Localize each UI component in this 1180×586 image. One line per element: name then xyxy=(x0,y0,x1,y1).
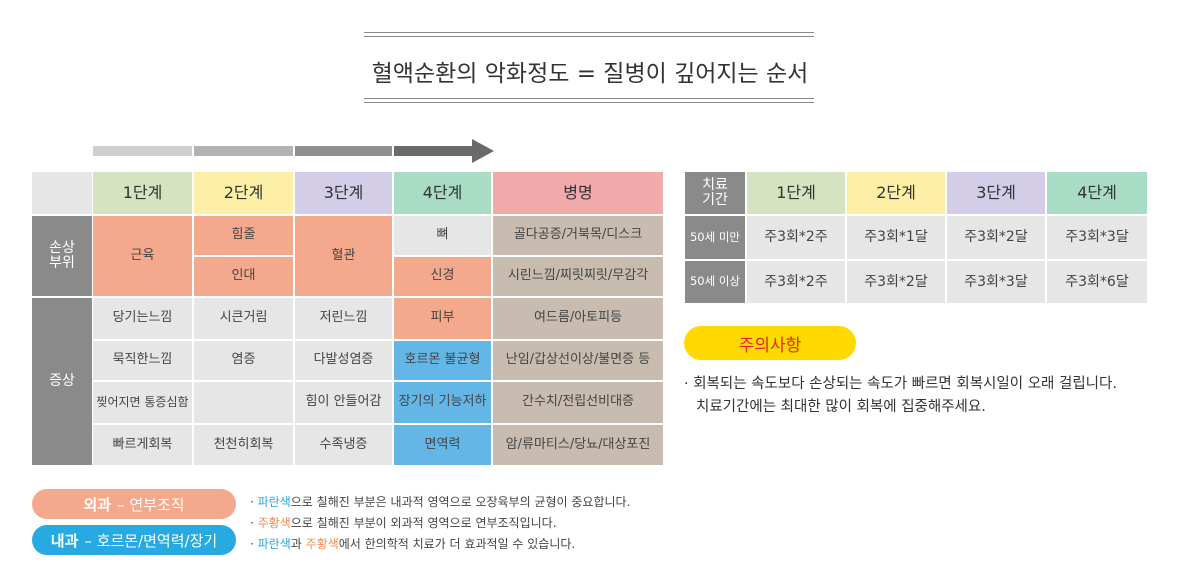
header-stage-4: 4단계 xyxy=(394,172,491,214)
row-label-over-50: 50세 이상 xyxy=(685,261,745,303)
progress-seg-1 xyxy=(93,146,192,156)
symptom-cell: 찢어지면 통증심함 xyxy=(93,382,192,423)
rt-header-stage-1: 1단계 xyxy=(747,172,845,214)
page-title: 혈액순환의 악화정도 = 질병이 깊어지는 순서 xyxy=(371,61,809,87)
progress-seg-2 xyxy=(194,146,293,156)
cell-ligament: 인대 xyxy=(194,257,293,296)
symptom-cell: 천천히회복 xyxy=(194,425,293,465)
disease-cell: 여드름/아토피등 xyxy=(493,298,663,339)
symptom-cell: 시큰거림 xyxy=(194,298,293,339)
progress-seg-3 xyxy=(295,146,392,156)
disease-cell: 난임/갑상선이상/불면증 등 xyxy=(493,341,663,380)
side-injury-site: 손상 부위 xyxy=(32,216,92,296)
cell-disease-nerve: 시린느낌/찌릿찌릿/무감각 xyxy=(493,257,663,296)
arrow-head-icon xyxy=(472,139,494,163)
title-rule-top-2 xyxy=(364,36,814,37)
symptom-cell: 피부 xyxy=(394,298,491,339)
legend-surgery-label: 외과 xyxy=(83,495,112,514)
symptom-cell: 저린느낌 xyxy=(295,298,392,339)
legend-note-1: · 파란색으로 칠해진 부분은 내과적 영역으로 오장육부의 균형이 중요합니다… xyxy=(250,492,630,513)
legend-surgery-pill: 외과 – 연부조직 xyxy=(32,489,236,519)
cell-nerve: 신경 xyxy=(394,257,491,296)
blue-word: 파란색 xyxy=(257,495,291,509)
symptom-cell: 빠르게회복 xyxy=(93,425,192,465)
rt-cell: 주3회*2주 xyxy=(747,216,845,259)
symptom-cell: 묵직한느낌 xyxy=(93,341,192,380)
title-rule-top xyxy=(364,32,814,33)
rt-cell: 주3회*3달 xyxy=(1047,216,1147,259)
rt-header-stage-3: 3단계 xyxy=(947,172,1045,214)
rt-cell: 주3회*2달 xyxy=(847,261,945,303)
header-stage-1: 1단계 xyxy=(93,172,192,214)
symptom-cell xyxy=(194,382,293,423)
symptom-cell: 힘이 안들어감 xyxy=(295,382,392,423)
disease-cell: 암/류마티스/당뇨/대상포진 xyxy=(493,425,663,465)
rt-header-stage-2: 2단계 xyxy=(847,172,945,214)
legend-note-3: · 파란색과 주황색에서 한의학적 치료가 더 효과적일 수 있습니다. xyxy=(250,534,630,555)
cell-disease-bone: 골다공증/거북목/디스크 xyxy=(493,216,663,255)
legend-note-2: · 주황색으로 칠해진 부분이 외과적 영역으로 연부조직입니다. xyxy=(250,513,630,534)
notice-line-1: · 회복되는 속도보다 손상되는 속도가 빠르면 회복시일이 오래 걸립니다. xyxy=(684,376,1117,392)
symptom-cell: 장기의 기능저하 xyxy=(394,382,491,423)
rt-cell: 주3회*6달 xyxy=(1047,261,1147,303)
bullet: · xyxy=(250,516,258,530)
symptom-cell: 면역력 xyxy=(394,425,491,465)
rt-header-stage-4: 4단계 xyxy=(1047,172,1147,214)
progress-seg-4 xyxy=(394,146,474,156)
title-rule-bottom-2 xyxy=(364,102,814,103)
header-stage-3: 3단계 xyxy=(295,172,392,214)
notice-badge: 주의사항 xyxy=(684,326,856,360)
symptom-cell: 수족냉증 xyxy=(295,425,392,465)
side-symptom: 증상 xyxy=(32,298,92,465)
row-label-under-50: 50세 미만 xyxy=(685,216,745,259)
note-text: 과 xyxy=(290,537,306,551)
bullet: · xyxy=(250,537,258,551)
note-text: 에서 한의학적 치료가 더 효과적일 수 있습니다. xyxy=(338,537,576,551)
symptom-cell: 다발성염증 xyxy=(295,341,392,380)
header-corner xyxy=(32,172,92,214)
note-text: 으로 칠해진 부분은 내과적 영역으로 오장육부의 균형이 중요합니다. xyxy=(290,495,631,509)
bullet: · xyxy=(250,495,258,509)
blue-word: 파란색 xyxy=(257,537,291,551)
header-treatment-period: 치료 기간 xyxy=(685,172,745,214)
symptom-cell: 당기는느낌 xyxy=(93,298,192,339)
rt-cell: 주3회*1달 xyxy=(847,216,945,259)
cell-tendon: 힘줄 xyxy=(194,216,293,255)
title-rule-bottom xyxy=(364,98,814,99)
notice-text: · 회복되는 속도보다 손상되는 속도가 빠르면 회복시일이 오래 걸립니다. … xyxy=(684,373,1117,419)
legend-internal-desc: – 호르몬/면역력/장기 xyxy=(84,531,218,550)
disease-cell: 간수치/전립선비대증 xyxy=(493,382,663,423)
legend-internal-label: 내과 xyxy=(50,531,79,550)
cell-muscle: 근육 xyxy=(93,216,192,296)
rt-cell: 주3회*3달 xyxy=(947,261,1045,303)
header-stage-2: 2단계 xyxy=(194,172,293,214)
rt-cell: 주3회*2주 xyxy=(747,261,845,303)
symptom-cell: 호르몬 불균형 xyxy=(394,341,491,380)
rt-cell: 주3회*2달 xyxy=(947,216,1045,259)
orange-word: 주황색 xyxy=(257,516,291,530)
notice-line-2: 치료기간에는 최대한 많이 회복에 집중해주세요. xyxy=(696,399,986,415)
legend-surgery-desc: – 연부조직 xyxy=(117,495,185,514)
cell-vessel: 혈관 xyxy=(295,216,392,296)
orange-word: 주황색 xyxy=(305,537,339,551)
header-disease: 병명 xyxy=(493,172,663,214)
legend-notes: · 파란색으로 칠해진 부분은 내과적 영역으로 오장육부의 균형이 중요합니다… xyxy=(250,492,630,555)
symptom-cell: 염증 xyxy=(194,341,293,380)
legend-internal-pill: 내과 – 호르몬/면역력/장기 xyxy=(32,525,236,555)
note-text: 으로 칠해진 부분이 외과적 영역으로 연부조직입니다. xyxy=(290,516,557,530)
cell-bone: 뼈 xyxy=(394,216,491,255)
